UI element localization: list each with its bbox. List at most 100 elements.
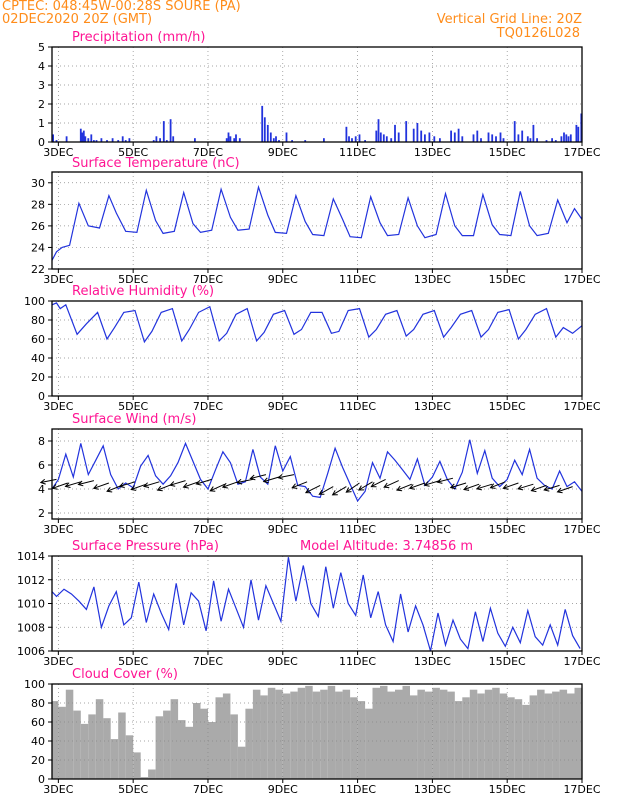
y-tick-label: 28 — [31, 198, 45, 211]
precip-bar — [95, 140, 98, 142]
y-tick-label: 20 — [31, 754, 45, 767]
cloud-bar — [88, 714, 96, 779]
cloud-bar — [335, 691, 343, 779]
wind-arrow-head — [436, 478, 443, 484]
precip-bar — [272, 138, 275, 142]
precip-bar — [424, 134, 426, 142]
wind-arrow — [503, 482, 519, 489]
precip-bar — [351, 138, 353, 142]
wind-arrow-head — [182, 482, 189, 489]
precip-bar — [323, 138, 325, 142]
precip-bar — [529, 138, 532, 142]
precip-bar — [238, 138, 241, 142]
precip-bar — [93, 140, 95, 142]
cloud-bar — [447, 691, 455, 779]
grid-line-note: Vertical Grid Line: 20Z — [436, 12, 582, 27]
precip-bar — [52, 134, 54, 142]
y-tick-label: 4 — [38, 483, 45, 496]
wind-arrow-head — [156, 485, 163, 492]
precip-bar — [285, 132, 288, 142]
cloud-bar — [522, 704, 530, 779]
precip-bar — [416, 123, 419, 142]
precip-bar — [275, 136, 277, 142]
wind-arrow-head — [39, 478, 46, 485]
series-line — [51, 302, 583, 344]
cloud-bar — [185, 726, 193, 780]
precip-bar — [111, 138, 114, 142]
precip-bar — [450, 130, 452, 142]
x-tick-label: 13DEC — [414, 523, 451, 536]
x-tick-label: 5DEC — [118, 783, 148, 796]
precip-bar — [235, 134, 237, 142]
wind-arrow-head — [77, 480, 84, 487]
x-tick-label: 15DEC — [489, 783, 526, 796]
precip-bar — [169, 119, 172, 142]
cloud-bar — [297, 687, 306, 779]
cloud-bar — [58, 706, 66, 779]
x-tick-label: 9DEC — [268, 400, 298, 413]
x-tick-label: 13DEC — [414, 400, 451, 413]
precip-bar — [385, 136, 388, 142]
y-tick-label: 20 — [31, 371, 45, 384]
wind-arrow-head — [370, 482, 377, 488]
precip-bar — [554, 140, 557, 142]
precip-bar — [225, 138, 228, 142]
y-tick-label: 5 — [38, 41, 45, 54]
cloud-bar — [417, 689, 425, 779]
y-tick-label: 40 — [31, 352, 45, 365]
wind-arrow — [209, 483, 226, 492]
wind-arrow-head — [143, 482, 150, 488]
precip-bar — [412, 128, 415, 142]
x-tick-label: 17DEC — [563, 400, 600, 413]
precip-bar — [55, 140, 58, 142]
precip-bar — [348, 136, 350, 142]
x-tick-label: 11DEC — [339, 523, 376, 536]
precip-bar — [117, 140, 120, 142]
series-line — [51, 557, 581, 652]
precip-bar — [162, 121, 165, 142]
precip-bar — [487, 132, 490, 142]
wind-arrow — [463, 483, 480, 490]
y-tick-label: 3 — [38, 79, 45, 92]
x-tick-label: 17DEC — [563, 783, 600, 796]
x-tick-label: 7DEC — [193, 273, 223, 286]
precip-bar — [194, 138, 196, 142]
wind-arrow — [476, 483, 493, 490]
precip-bar — [551, 138, 553, 142]
x-tick-label: 7DEC — [193, 655, 223, 668]
precip-bar — [229, 136, 232, 142]
precip-bar — [563, 132, 565, 142]
precip-bar — [513, 121, 516, 142]
precip-bar — [81, 132, 84, 142]
wind-arrow — [196, 478, 212, 485]
y-tick-label: 6 — [38, 459, 45, 472]
y-tick-label: 1012 — [17, 574, 45, 587]
cloud-bar — [454, 701, 463, 779]
precip-bar — [106, 140, 108, 142]
wind-arrow-head — [331, 490, 338, 496]
wind-arrow — [437, 477, 454, 483]
precip-bar — [87, 138, 90, 142]
precip-bar — [439, 138, 441, 142]
x-tick-label: 7DEC — [193, 523, 223, 536]
run-date: 02DEC2020 20Z (GMT) — [2, 12, 153, 27]
y-tick-label: 22 — [31, 263, 45, 276]
precip-bar — [379, 132, 382, 142]
cloud-bar — [552, 691, 560, 779]
wind-arrow — [346, 482, 360, 493]
precip-bar — [382, 134, 385, 142]
precip-bar — [90, 134, 93, 142]
x-tick-label: 11DEC — [339, 655, 376, 668]
precip-bar — [491, 134, 494, 142]
cloud-bar — [170, 699, 179, 779]
cloud-bar — [514, 699, 523, 779]
wind-arrow-head — [449, 483, 456, 490]
precip-bar — [495, 136, 497, 142]
precip-bar — [457, 128, 460, 142]
wind-arrow-head — [106, 486, 113, 493]
y-tick-label: 24 — [31, 241, 45, 254]
wind-arrow-head — [221, 482, 228, 489]
precip-bar — [375, 130, 378, 142]
wind-arrow — [65, 481, 81, 487]
cloud-bar — [499, 693, 508, 779]
